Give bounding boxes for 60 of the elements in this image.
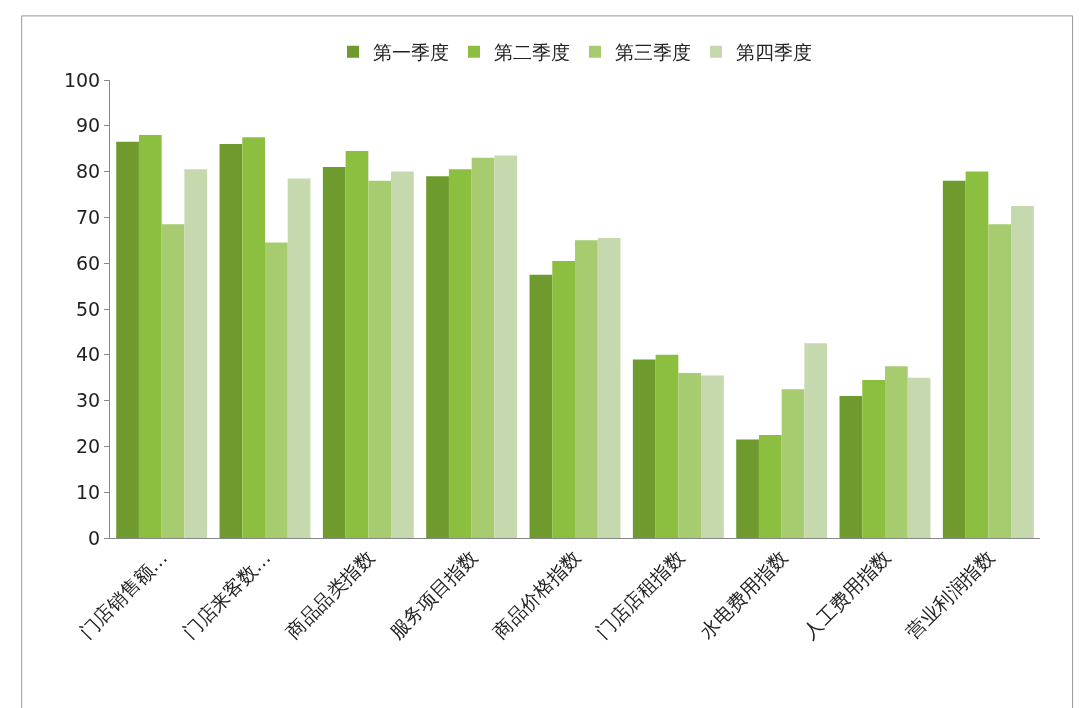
y-tick-label: 0	[88, 526, 101, 549]
bar	[265, 242, 288, 538]
bar	[138, 134, 162, 538]
legend-label: 第四季度	[736, 41, 812, 64]
bar	[242, 137, 265, 538]
legend-label: 第三季度	[615, 41, 691, 64]
bar	[942, 180, 966, 538]
bar	[804, 343, 828, 538]
x-tick-label: 人工费用指数	[798, 546, 895, 643]
bar	[965, 171, 989, 538]
x-tick-label: 门店销售额…	[75, 546, 172, 643]
y-tick-label: 100	[63, 68, 101, 91]
bar	[448, 169, 472, 538]
bar	[322, 167, 346, 538]
bar	[758, 434, 782, 538]
y-tick-label: 70	[76, 206, 101, 229]
y-tick-label: 40	[76, 343, 101, 366]
bar	[345, 150, 369, 538]
x-tick-label: 营业利润指数	[901, 546, 998, 643]
bar	[597, 238, 621, 538]
y-tick-label: 30	[76, 389, 101, 412]
bar	[862, 379, 885, 538]
x-tick-label: 门店店租指数	[591, 546, 688, 643]
x-tick-label: 水电费用指数	[695, 546, 792, 643]
bar	[184, 169, 208, 538]
bar	[839, 396, 863, 538]
y-tick-label: 90	[76, 114, 101, 137]
legend-label: 第二季度	[494, 41, 570, 64]
bar	[781, 389, 805, 538]
bar	[1011, 205, 1034, 538]
bar	[529, 274, 553, 538]
bar	[368, 180, 392, 538]
y-tick-label: 10	[76, 480, 101, 503]
bar	[632, 359, 656, 538]
y-tick-label: 20	[76, 435, 101, 458]
bar	[471, 157, 495, 538]
y-tick-label: 80	[76, 160, 101, 183]
bar	[552, 260, 575, 538]
bar	[736, 439, 759, 538]
x-tick-label: 商品品类指数	[281, 546, 378, 643]
bar	[575, 240, 598, 538]
bar	[701, 375, 724, 538]
bar	[161, 224, 185, 538]
bar	[988, 224, 1012, 538]
x-tick-label: 服务项目指数	[385, 546, 482, 643]
bar	[219, 144, 243, 538]
bar	[678, 373, 702, 538]
x-tick-label: 商品价格指数	[488, 546, 585, 643]
bar	[426, 176, 449, 538]
bar	[391, 171, 414, 538]
bar	[655, 354, 679, 538]
y-tick-label: 60	[76, 251, 101, 274]
bar	[116, 141, 139, 538]
bar	[907, 377, 931, 538]
bar	[494, 155, 518, 538]
y-tick-label: 50	[76, 297, 101, 320]
bar	[287, 178, 311, 538]
legend-label: 第一季度	[373, 41, 449, 64]
x-tick-label: 门店来客数…	[178, 546, 275, 643]
bar	[885, 366, 908, 538]
